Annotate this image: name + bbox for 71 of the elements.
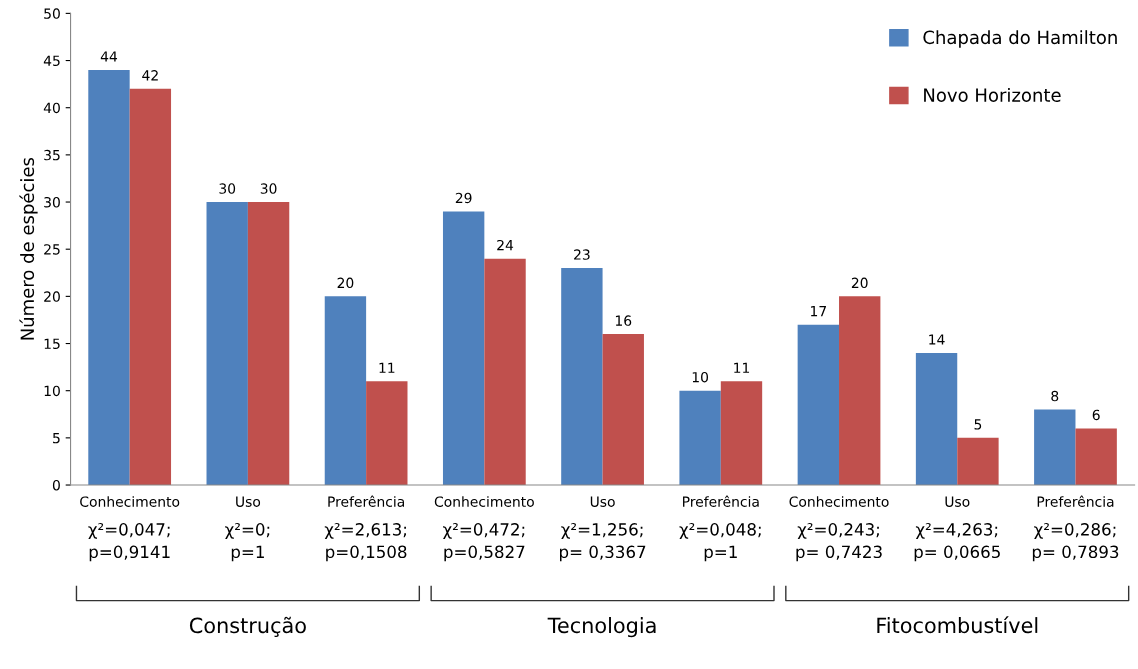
data-label: 11 <box>379 362 395 373</box>
bar <box>561 268 603 486</box>
bar <box>442 211 485 486</box>
legend-label: Chapada do Hamilton <box>923 30 1117 48</box>
y-tick-label: 10 <box>44 385 60 397</box>
x-tick-label: Uso <box>590 496 615 507</box>
data-label: 14 <box>929 334 945 345</box>
bar <box>129 88 172 486</box>
data-label: 42 <box>142 70 158 81</box>
y-axis-title: Número de espécies <box>19 157 38 340</box>
x-tick-label: Preferência <box>1037 495 1114 507</box>
bar <box>324 296 367 486</box>
y-tick-label: 35 <box>44 149 60 161</box>
y-tick-label: 5 <box>53 433 60 444</box>
text: χ²=0,243; p= 0,7423 <box>796 523 882 562</box>
data-label: 20 <box>851 277 868 289</box>
text: χ²=0,047; p=0,9141 <box>88 523 170 562</box>
bar <box>1034 409 1076 486</box>
bar <box>957 437 999 486</box>
y-tick-label: 40 <box>43 102 60 114</box>
bar <box>602 334 644 486</box>
y-tick-label: 0 <box>52 479 60 491</box>
text: χ²=4,263; p= 0,0665 <box>914 523 1000 562</box>
y-tick-label: 25 <box>44 244 60 255</box>
data-label: 10 <box>692 371 709 383</box>
data-label: 20 <box>337 277 354 289</box>
bar <box>679 390 721 486</box>
y-tick-label: 30 <box>44 197 60 208</box>
data-label: 24 <box>497 239 514 251</box>
bar <box>247 202 290 486</box>
data-label: 44 <box>100 51 118 62</box>
y-tick-label: 45 <box>43 55 60 67</box>
y-tick-label: 20 <box>44 291 60 302</box>
data-label: 30 <box>260 183 277 194</box>
bar <box>915 352 958 486</box>
x-tick-label: Uso <box>236 496 261 507</box>
bar <box>484 258 526 486</box>
x-tick-label: Preferência <box>328 495 404 507</box>
y-tick-label: 50 <box>44 8 60 19</box>
data-label: 30 <box>219 183 236 194</box>
data-label: 5 <box>974 419 982 430</box>
bar <box>206 202 248 486</box>
legend-label: Novo Horizonte <box>924 87 1061 102</box>
y-tick-label: 15 <box>44 338 60 350</box>
x-tick-label: Conhecimento <box>789 496 889 507</box>
bar <box>839 296 881 486</box>
x-tick-label: Conhecimento <box>80 496 180 507</box>
text: Fitocombustível <box>877 616 1038 634</box>
text: χ²=0,472; p=0,5827 <box>443 523 525 562</box>
text: Tecnologia <box>547 617 656 638</box>
bar <box>88 69 130 486</box>
x-tick-label: Uso <box>945 496 970 507</box>
data-label: 6 <box>1092 409 1100 421</box>
data-label: 16 <box>615 315 632 326</box>
bar <box>366 381 408 486</box>
data-label: 29 <box>455 192 472 204</box>
bar <box>1075 428 1117 486</box>
text: χ²=2,613; p=0,1508 <box>324 523 407 562</box>
x-tick-label: Preferência <box>683 495 759 507</box>
text: χ²=0; p=1 <box>225 523 270 562</box>
text: χ²=0,286; p= 0,7893 <box>1032 523 1119 562</box>
bar <box>797 324 840 486</box>
data-label: 11 <box>734 362 750 373</box>
x-tick-label: Conhecimento <box>434 496 534 507</box>
data-label: 8 <box>1051 390 1059 402</box>
text: χ²=1,256; p= 0,3367 <box>560 523 646 562</box>
text: χ²=0,048; p=1 <box>679 523 761 562</box>
data-label: 23 <box>574 249 590 260</box>
data-label: 17 <box>811 306 826 317</box>
bar <box>720 381 763 486</box>
text: Construção <box>189 616 306 637</box>
